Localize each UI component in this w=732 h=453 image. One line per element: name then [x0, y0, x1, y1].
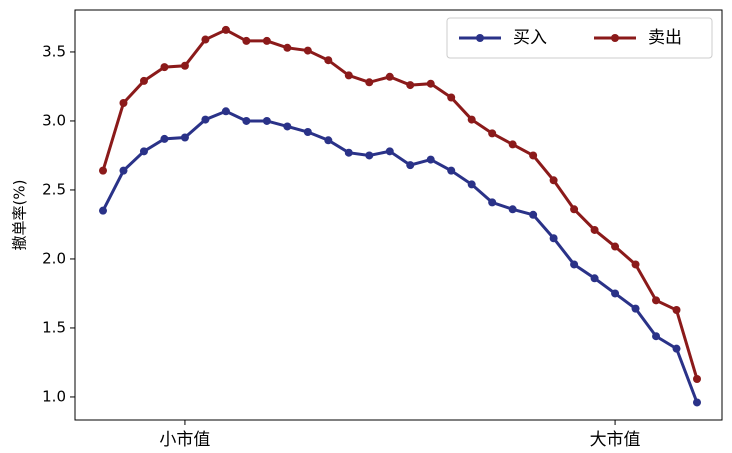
data-point [262, 116, 271, 125]
data-point [672, 306, 681, 315]
x-tick-label: 小市值 [159, 430, 210, 450]
data-point [406, 161, 415, 170]
series-line [101, 109, 699, 404]
data-point [201, 35, 210, 44]
data-point [549, 176, 558, 185]
data-point [160, 63, 169, 72]
data-point [283, 122, 292, 131]
data-point [344, 71, 353, 80]
legend-label: 卖出 [648, 28, 682, 48]
legend-marker [476, 34, 484, 42]
data-point [283, 43, 292, 52]
x-tick-label: 大市值 [590, 430, 641, 450]
plot-frame [74, 9, 723, 421]
legend-marker [611, 34, 619, 42]
y-axis-label: 撤单率(%) [11, 180, 29, 251]
data-point [652, 332, 661, 341]
data-point [344, 148, 353, 157]
data-point [139, 76, 148, 85]
legend-label: 买入 [513, 28, 547, 48]
data-point [508, 205, 517, 214]
data-point [652, 296, 661, 305]
data-point [488, 129, 497, 138]
y-tick-label: 2.5 [42, 180, 66, 198]
y-tick-label: 3.0 [42, 111, 66, 129]
data-point [467, 115, 476, 124]
data-point [324, 56, 333, 65]
legend-box [446, 17, 713, 59]
data-point [693, 375, 701, 384]
data-point [406, 81, 415, 90]
data-point [242, 36, 251, 45]
data-point [693, 398, 701, 407]
data-point [467, 180, 476, 189]
data-point [508, 140, 517, 149]
data-point [180, 61, 189, 70]
data-point [672, 344, 681, 353]
y-tick-label: 3.5 [42, 42, 66, 60]
data-point [201, 115, 210, 124]
data-point [303, 127, 312, 136]
data-point [426, 79, 435, 88]
data-point [590, 225, 599, 234]
y-tick-label: 1.0 [42, 387, 66, 405]
data-point [221, 25, 230, 34]
data-point [324, 136, 333, 145]
data-point [160, 134, 169, 143]
data-point [119, 166, 128, 175]
data-point [529, 210, 538, 219]
data-point [570, 205, 579, 214]
data-point [426, 155, 435, 164]
data-point [139, 147, 148, 156]
data-point [303, 46, 312, 55]
data-point [119, 99, 128, 108]
data-point [488, 198, 497, 207]
data-point [180, 133, 189, 142]
data-point [447, 93, 456, 102]
y-tick-label: 1.5 [42, 318, 66, 336]
data-point [365, 78, 374, 87]
data-point [631, 260, 640, 269]
data-point [611, 242, 620, 251]
data-point [242, 116, 251, 125]
data-point [631, 304, 640, 313]
data-point [262, 36, 271, 45]
data-point [590, 274, 599, 283]
series-line [101, 28, 699, 380]
data-point [385, 147, 394, 156]
data-point [221, 107, 230, 116]
data-point [99, 206, 107, 215]
data-point [99, 166, 107, 175]
data-point [529, 151, 538, 160]
data-point [549, 234, 558, 243]
data-point [447, 166, 456, 175]
data-point [570, 260, 579, 269]
data-point [365, 151, 374, 160]
data-point [611, 289, 620, 298]
data-point [385, 72, 394, 81]
y-tick-label: 2.0 [42, 249, 66, 267]
